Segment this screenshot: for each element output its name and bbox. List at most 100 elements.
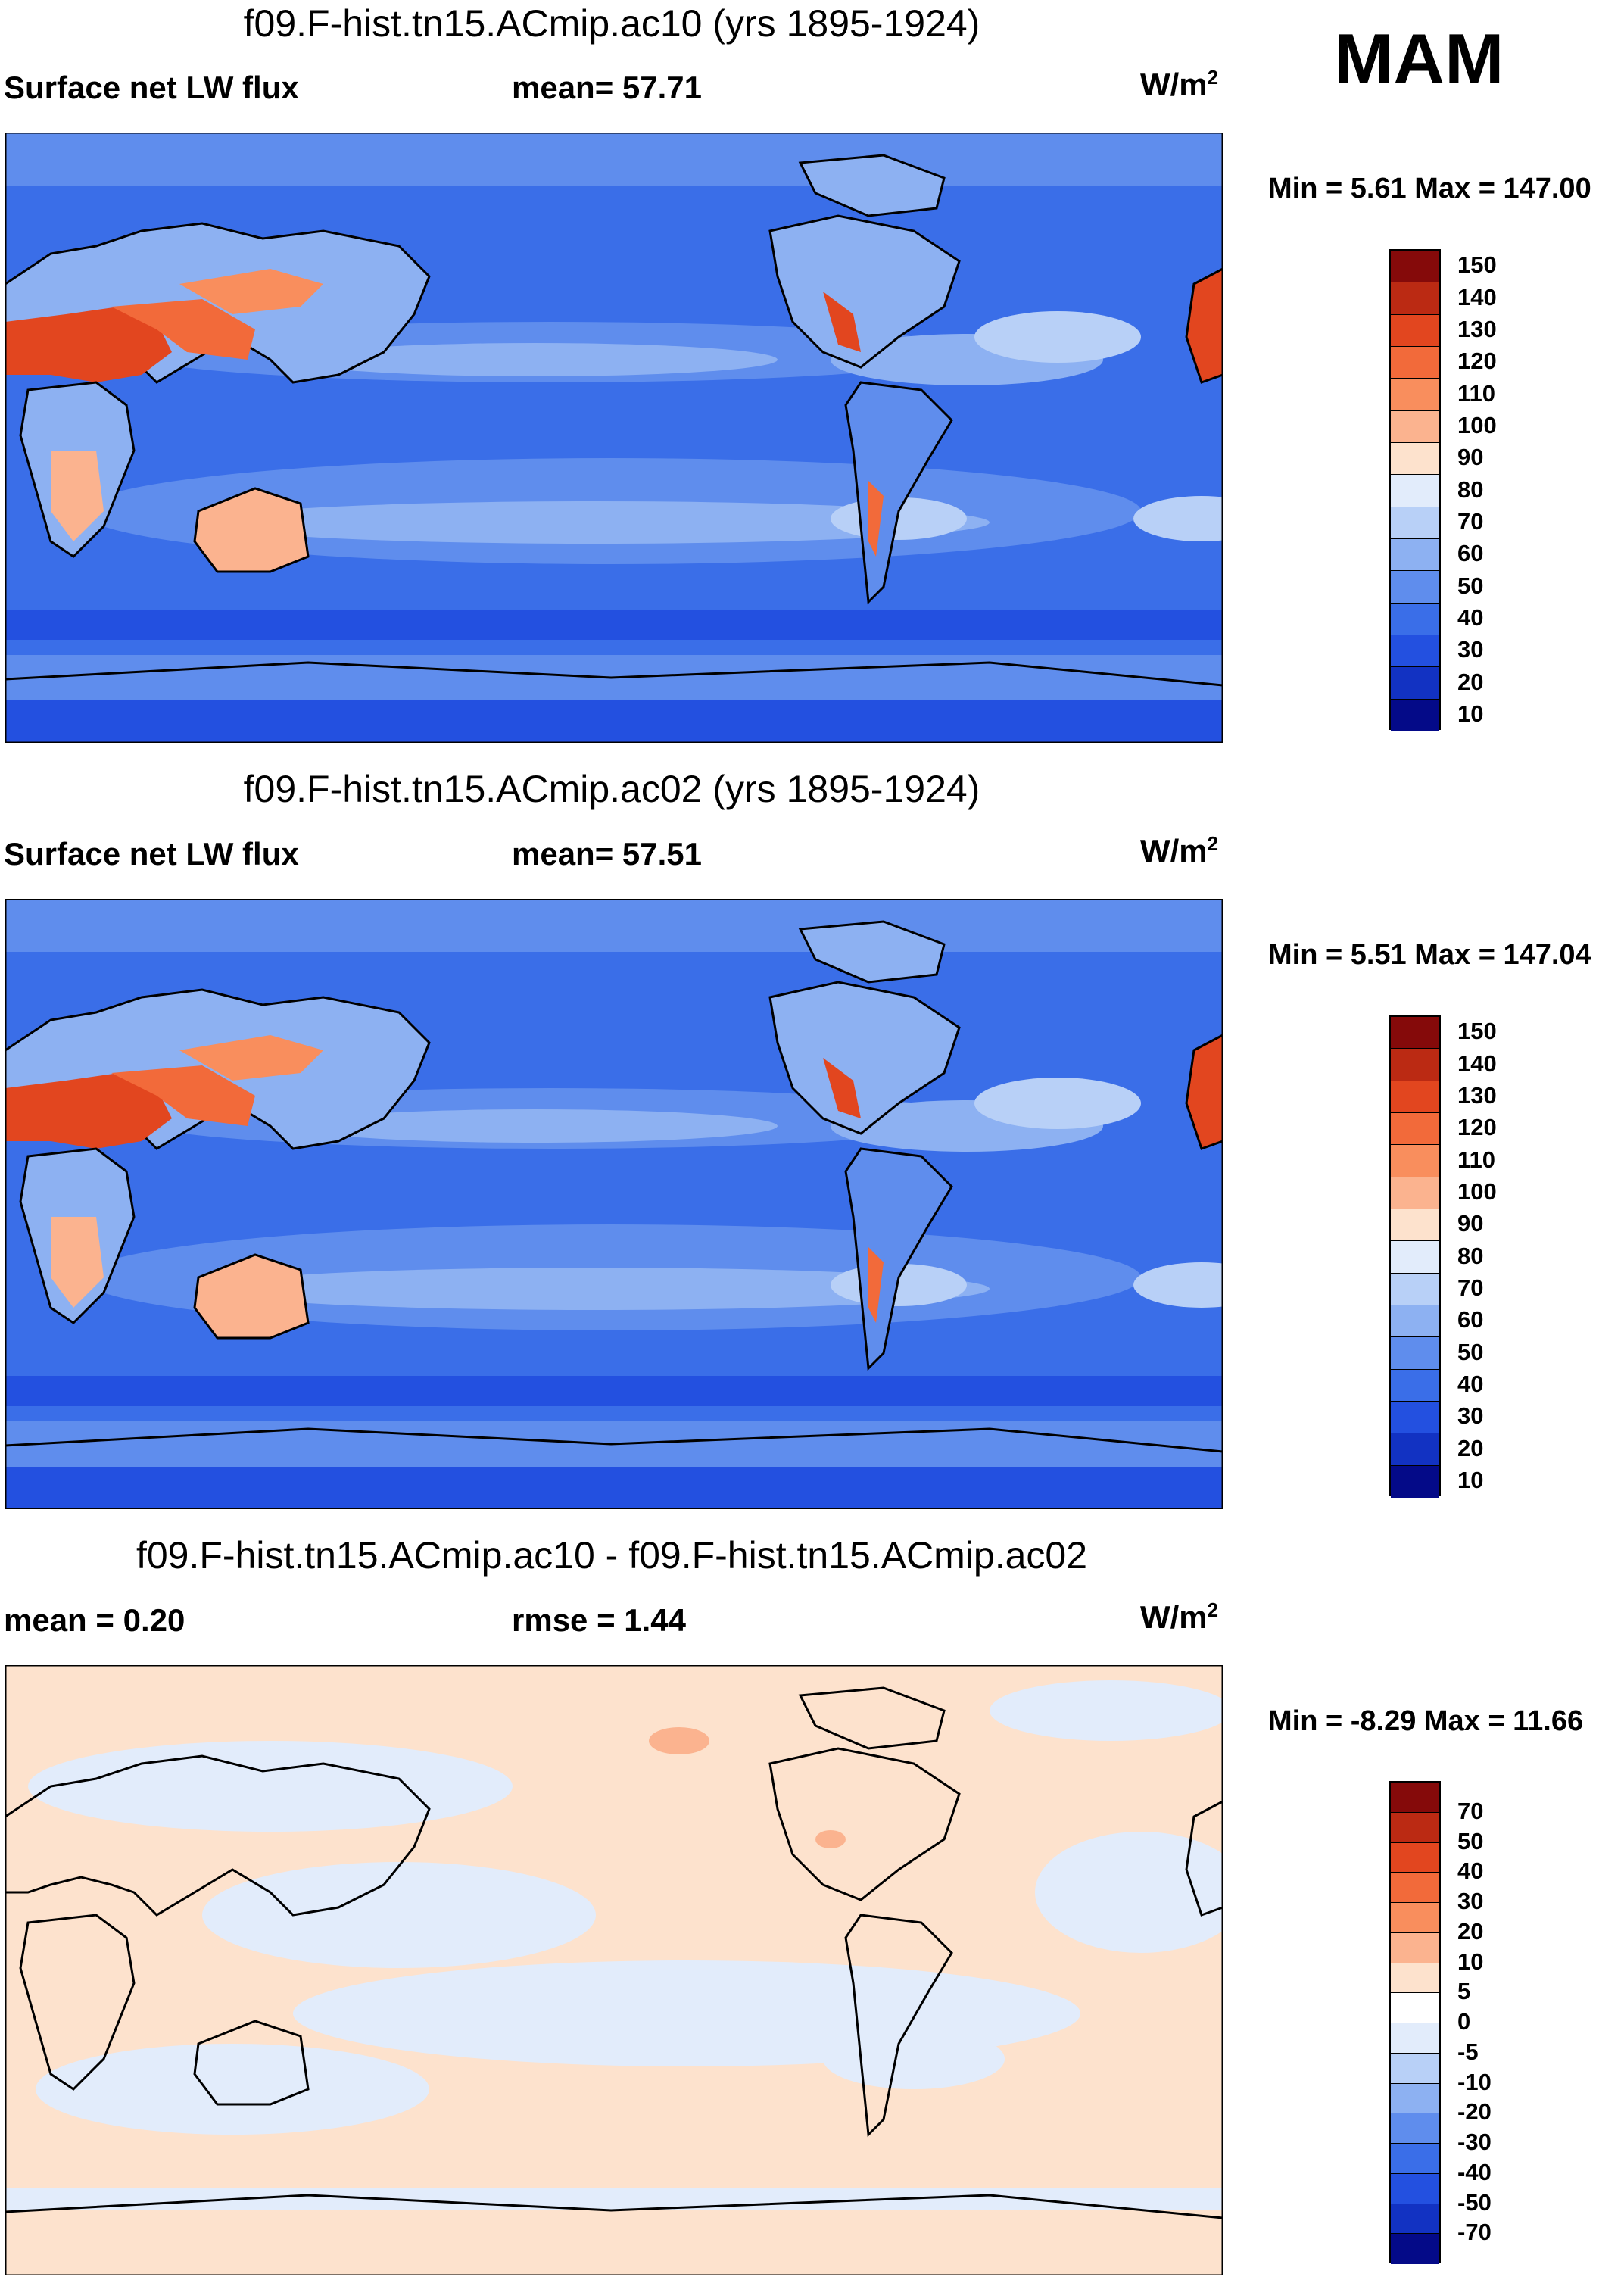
mexico-hotspot bbox=[823, 1058, 861, 1118]
panel1-units: W/m2 bbox=[1140, 66, 1219, 102]
diff-cool-region bbox=[36, 2044, 429, 2135]
colorbar-tick-label: 0 bbox=[1457, 2008, 1471, 2035]
diff-cool-region bbox=[990, 1680, 1223, 1741]
colorbar-segment bbox=[1391, 1903, 1439, 1933]
panel1-map bbox=[5, 133, 1223, 743]
panel1-colorbar bbox=[1389, 249, 1441, 731]
colorbar-tick-label: 110 bbox=[1457, 1146, 1496, 1173]
colorbar-segment bbox=[1391, 2053, 1439, 2084]
west-africa-edge bbox=[1185, 1034, 1223, 1150]
colorbar-segment bbox=[1391, 1273, 1439, 1305]
colorbar-segment bbox=[1391, 1017, 1439, 1050]
colorbar-segment bbox=[1391, 410, 1439, 443]
colorbar-tick-label: 10 bbox=[1457, 1466, 1484, 1493]
greenland-arctic bbox=[798, 154, 946, 217]
sahara-hotspot bbox=[5, 1073, 172, 1149]
diff-warm-spot bbox=[815, 1830, 846, 1848]
colorbar-tick-label: 40 bbox=[1457, 604, 1484, 631]
colorbar-tick-label: 10 bbox=[1457, 1948, 1484, 1975]
ocean-band bbox=[202, 501, 990, 544]
colorbar-segment bbox=[1391, 2144, 1439, 2174]
colorbar-segment bbox=[1391, 1465, 1439, 1498]
colorbar-tick-label: 20 bbox=[1457, 1917, 1484, 1945]
colorbar-tick-label: 5 bbox=[1457, 1978, 1471, 2005]
colorbar-segment bbox=[1391, 699, 1439, 731]
greenland-arctic bbox=[798, 1686, 946, 1750]
colorbar-tick-label: -50 bbox=[1457, 2188, 1492, 2216]
colorbar-segment bbox=[1391, 1963, 1439, 1994]
ocean-band bbox=[1133, 1262, 1223, 1308]
colorbar-tick-label: -30 bbox=[1457, 2129, 1492, 2155]
colorbar-segment bbox=[1391, 1209, 1439, 1242]
antarctica-coast bbox=[5, 1427, 1223, 1453]
season-label: MAM bbox=[1334, 19, 1504, 98]
ocean-band bbox=[293, 343, 778, 376]
panel2-minmax: Min = 5.51 Max = 147.04 bbox=[1268, 939, 1591, 971]
colorbar-segment bbox=[1391, 1049, 1439, 1081]
panel3-units: W/m2 bbox=[1140, 1598, 1219, 1635]
colorbar-segment bbox=[1391, 1337, 1439, 1370]
southern-ocean-band bbox=[5, 1376, 1223, 1406]
diff-warm-spot bbox=[649, 1727, 709, 1754]
andes-hotspot bbox=[868, 1247, 884, 1323]
andes-hotspot bbox=[868, 481, 884, 557]
central-asia-hotspot bbox=[179, 269, 323, 314]
antarctica-coast bbox=[5, 2194, 1223, 2219]
panel3-title: f09.F-hist.tn15.ACmip.ac10 - f09.F-hist.… bbox=[136, 1534, 1088, 1577]
colorbar-segment bbox=[1391, 1401, 1439, 1434]
colorbar-segment bbox=[1391, 538, 1439, 572]
colorbar-tick-label: 130 bbox=[1457, 315, 1497, 342]
colorbar-segment bbox=[1391, 442, 1439, 476]
colorbar-tick-label: 70 bbox=[1457, 1797, 1484, 1824]
colorbar-tick-label: 80 bbox=[1457, 1242, 1484, 1269]
colorbar-segment bbox=[1391, 475, 1439, 507]
colorbar-segment bbox=[1391, 603, 1439, 635]
colorbar-segment bbox=[1391, 1842, 1439, 1873]
colorbar-segment bbox=[1391, 251, 1439, 283]
antarctic-band bbox=[5, 700, 1223, 743]
colorbar-tick-label: 30 bbox=[1457, 1402, 1484, 1430]
southern-africa-warm bbox=[51, 451, 104, 541]
panel1-title: f09.F-hist.tn15.ACmip.ac10 (yrs 1895-192… bbox=[243, 2, 980, 45]
africa-south bbox=[19, 1914, 136, 2091]
colorbar-segment bbox=[1391, 1241, 1439, 1274]
colorbar-tick-label: 50 bbox=[1457, 1338, 1484, 1365]
colorbar-segment bbox=[1391, 1369, 1439, 1402]
arctic-band bbox=[5, 133, 1223, 186]
ocean-band bbox=[974, 1078, 1141, 1129]
colorbar-tick-label: 60 bbox=[1457, 1306, 1484, 1333]
sahara-hotspot bbox=[5, 307, 172, 382]
mexico-hotspot bbox=[823, 292, 861, 352]
greenland-arctic bbox=[798, 920, 946, 984]
colorbar-segment bbox=[1391, 1145, 1439, 1177]
diff-cool-region bbox=[1035, 1832, 1223, 1953]
colorbar-tick-label: -40 bbox=[1457, 2158, 1492, 2185]
colorbar-tick-label: 50 bbox=[1457, 1827, 1484, 1854]
colorbar-segment bbox=[1391, 1812, 1439, 1843]
colorbar-segment bbox=[1391, 571, 1439, 604]
panel3-mean-label: mean = 0.20 bbox=[4, 1602, 185, 1638]
colorbar-tick-label: 10 bbox=[1457, 700, 1484, 727]
colorbar-tick-label: -70 bbox=[1457, 2219, 1492, 2246]
panel3-minmax: Min = -8.29 Max = 11.66 bbox=[1268, 1705, 1584, 1737]
australia bbox=[193, 2020, 310, 2106]
colorbar-segment bbox=[1391, 1932, 1439, 1963]
colorbar-segment bbox=[1391, 379, 1439, 411]
colorbar-segment bbox=[1391, 1112, 1439, 1146]
colorbar-tick-label: 130 bbox=[1457, 1081, 1497, 1109]
colorbar-segment bbox=[1391, 1305, 1439, 1338]
diff-cool-region bbox=[28, 1741, 513, 1832]
arctic-band bbox=[5, 899, 1223, 952]
ocean-band bbox=[202, 1268, 990, 1310]
colorbar-tick-label: 80 bbox=[1457, 476, 1484, 503]
colorbar-tick-label: 60 bbox=[1457, 540, 1484, 567]
south-america bbox=[844, 1914, 953, 2138]
ocean-band bbox=[1133, 496, 1223, 541]
colorbar-segment bbox=[1391, 1177, 1439, 1209]
panel3-map bbox=[5, 1665, 1223, 2275]
colorbar-tick-label: 90 bbox=[1457, 444, 1484, 471]
colorbar-tick-label: 100 bbox=[1457, 411, 1497, 438]
colorbar-segment bbox=[1391, 2204, 1439, 2235]
colorbar-segment bbox=[1391, 2023, 1439, 2054]
colorbar-tick-label: 150 bbox=[1457, 1018, 1497, 1045]
